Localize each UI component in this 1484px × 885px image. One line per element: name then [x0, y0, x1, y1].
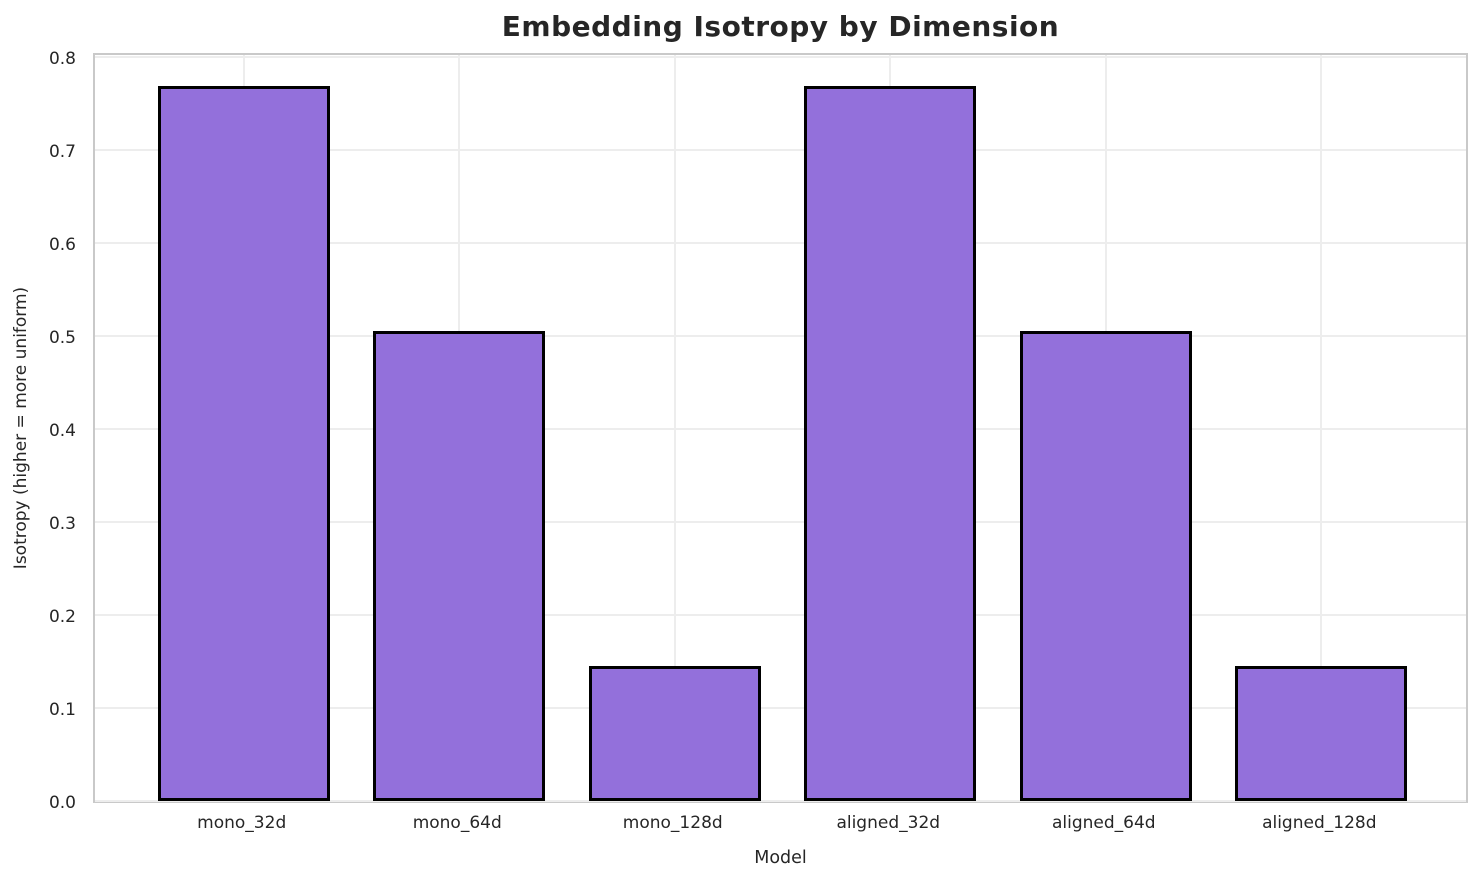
h-gridline [95, 55, 1466, 58]
bar [588, 666, 761, 801]
h-gridline [95, 520, 1466, 523]
bar [373, 331, 546, 801]
y-tick-label: 0.5 [48, 327, 76, 348]
x-tick-label: aligned_128d [1262, 813, 1377, 833]
y-tick-label: 0.4 [48, 420, 76, 441]
y-tick-label: 0.1 [48, 699, 76, 720]
chart-title: Embedding Isotropy by Dimension [501, 10, 1060, 43]
bar [1235, 666, 1408, 801]
h-gridline [95, 427, 1466, 430]
x-axis-label: Model [754, 848, 807, 868]
y-tick-label: 0.3 [48, 513, 76, 534]
h-gridline [95, 706, 1466, 709]
h-gridline [95, 334, 1466, 337]
bar [1019, 331, 1192, 801]
x-tick-label: aligned_32d [836, 813, 941, 833]
v-gridline [1320, 55, 1323, 801]
y-tick-label: 0.0 [48, 793, 76, 813]
x-tick-label: mono_64d [412, 813, 502, 833]
x-tick-label: mono_32d [197, 813, 287, 833]
bar [804, 86, 977, 801]
y-tick-label: 0.7 [48, 141, 76, 162]
x-tick-label: aligned_64d [1051, 813, 1156, 833]
y-tick-label: 0.8 [48, 48, 76, 69]
bar [157, 86, 330, 801]
y-tick-label: 0.6 [48, 234, 76, 255]
y-tick-label: 0.2 [48, 606, 76, 627]
v-gridline [673, 55, 676, 801]
x-tick-label: mono_128d [622, 813, 723, 833]
h-gridline [95, 148, 1466, 151]
plot-area [93, 53, 1468, 803]
h-gridline [95, 613, 1466, 616]
h-gridline [95, 241, 1466, 244]
h-gridline [95, 800, 1466, 802]
